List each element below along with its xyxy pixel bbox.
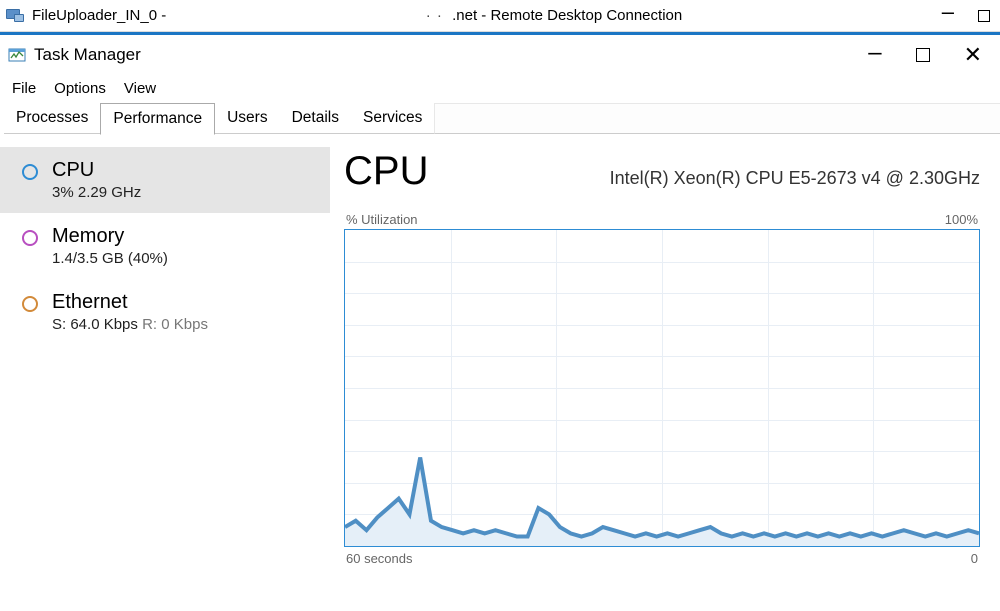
tab-performance[interactable]: Performance bbox=[100, 103, 215, 135]
sidebar-memory-title: Memory bbox=[52, 225, 168, 248]
task-manager-titlebar: Task Manager – ✕ bbox=[0, 35, 1000, 75]
cpu-indicator-icon bbox=[22, 164, 38, 180]
sidebar-item-memory[interactable]: Memory 1.4/3.5 GB (40%) bbox=[0, 213, 330, 279]
task-manager-icon bbox=[8, 46, 26, 64]
rdp-title-center: · · .net - Remote Desktop Connection bbox=[172, 7, 936, 24]
rdp-title-center-text: .net - Remote Desktop Connection bbox=[452, 7, 682, 24]
detail-title: CPU bbox=[344, 149, 428, 194]
detail-subtitle: Intel(R) Xeon(R) CPU E5-2673 v4 @ 2.30GH… bbox=[610, 168, 980, 189]
tab-details[interactable]: Details bbox=[280, 103, 351, 134]
menu-file[interactable]: File bbox=[4, 78, 44, 99]
sidebar-cpu-title: CPU bbox=[52, 159, 141, 182]
tab-services[interactable]: Services bbox=[351, 103, 434, 134]
rdp-maximize-button[interactable] bbox=[978, 10, 990, 22]
menu-options[interactable]: Options bbox=[46, 78, 114, 99]
cpu-utilization-chart bbox=[344, 229, 980, 547]
chart-xlabel-right: 0 bbox=[971, 551, 978, 566]
performance-sidebar: CPU 3% 2.29 GHz Memory 1.4/3.5 GB (40%) … bbox=[0, 135, 330, 611]
sidebar-memory-sub: 1.4/3.5 GB (40%) bbox=[52, 250, 168, 267]
memory-indicator-icon bbox=[22, 230, 38, 246]
sidebar-item-ethernet[interactable]: Ethernet S: 64.0 Kbps R: 0 Kbps bbox=[0, 279, 330, 345]
ethernet-indicator-icon bbox=[22, 296, 38, 312]
chart-xlabel-left: 60 seconds bbox=[346, 551, 413, 566]
sidebar-ethernet-title: Ethernet bbox=[52, 291, 208, 314]
window-title: Task Manager bbox=[34, 45, 860, 65]
tabs: Processes Performance Users Details Serv… bbox=[0, 101, 1000, 135]
rdp-icon bbox=[6, 9, 24, 23]
tab-users[interactable]: Users bbox=[215, 103, 279, 134]
menu-bar: File Options View bbox=[0, 75, 1000, 101]
ethernet-send: S: 64.0 Kbps bbox=[52, 316, 138, 333]
performance-body: CPU 3% 2.29 GHz Memory 1.4/3.5 GB (40%) … bbox=[0, 135, 1000, 611]
ethernet-recv: R: 0 Kbps bbox=[142, 316, 208, 333]
rdp-title-left: FileUploader_IN_0 - bbox=[30, 7, 166, 24]
tab-processes[interactable]: Processes bbox=[4, 103, 100, 134]
task-manager-window: Task Manager – ✕ File Options View Proce… bbox=[0, 32, 1000, 611]
close-button[interactable]: ✕ bbox=[964, 42, 982, 68]
maximize-button[interactable] bbox=[916, 48, 930, 62]
chart-ylabel: % Utilization bbox=[346, 212, 418, 227]
chart-ymax: 100% bbox=[945, 212, 978, 227]
tabs-filler bbox=[434, 103, 1000, 134]
menu-view[interactable]: View bbox=[116, 78, 164, 99]
performance-detail: CPU Intel(R) Xeon(R) CPU E5-2673 v4 @ 2.… bbox=[330, 135, 1000, 611]
sidebar-ethernet-sub: S: 64.0 Kbps R: 0 Kbps bbox=[52, 316, 208, 333]
sidebar-cpu-sub: 3% 2.29 GHz bbox=[52, 184, 141, 201]
rdp-title-bar: FileUploader_IN_0 - · · .net - Remote De… bbox=[0, 0, 1000, 32]
sidebar-item-cpu[interactable]: CPU 3% 2.29 GHz bbox=[0, 147, 330, 213]
